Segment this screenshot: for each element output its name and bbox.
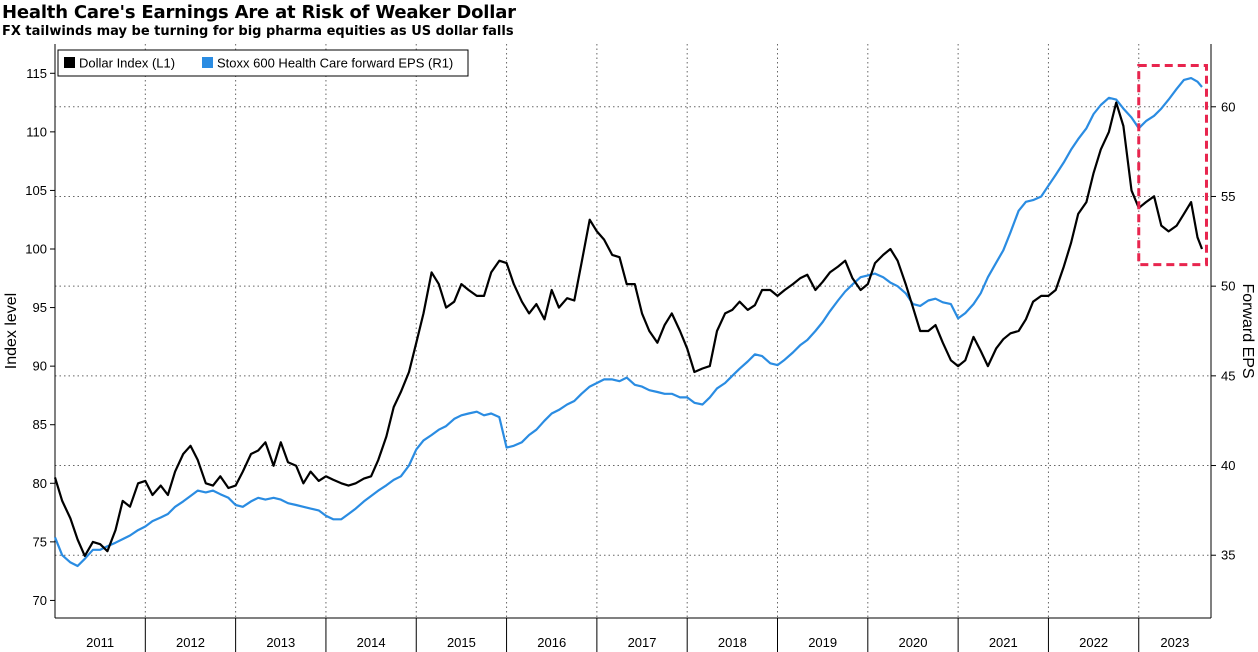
highlight-rect: [1137, 64, 1208, 267]
forward-eps-line: [53, 77, 1203, 568]
legend-label: Dollar Index (L1): [79, 56, 175, 71]
left-tick-label: 100: [25, 242, 47, 257]
x-tick-label: 2017: [628, 635, 657, 650]
left-tick-label: 110: [26, 124, 47, 139]
right-tick-label: 55: [1221, 189, 1235, 204]
legend-box: [57, 49, 469, 77]
highlight-box: [1137, 64, 1208, 267]
left-tick-label: 70: [33, 593, 47, 608]
x-tick-label: 2019: [808, 635, 837, 650]
x-tick-label: 2012: [176, 635, 205, 650]
x-tick-label: 2018: [718, 635, 747, 650]
plot-frame: [54, 44, 1212, 619]
left-tick-label: 85: [33, 417, 47, 432]
legend-swatch: [64, 57, 75, 68]
x-tick-label: 2013: [266, 635, 295, 650]
legend: Dollar Index (L1) Stoxx 600 Health Care f…: [57, 49, 469, 77]
right-tick-label: 45: [1221, 368, 1235, 383]
x-tick-label: 2020: [899, 635, 928, 650]
right-y-axis: 35 40 45 50 55 60: [1211, 99, 1235, 563]
left-tick-label: 90: [33, 359, 47, 374]
grid-lines: [55, 44, 1211, 618]
left-y-axis: 70 75 80 85 90 95 100 105 110 115: [25, 66, 55, 608]
right-tick-label: 60: [1221, 99, 1235, 114]
x-tick-label: 2016: [537, 635, 566, 650]
x-tick-label: 2021: [989, 635, 1018, 650]
dollar-index-line: [53, 101, 1204, 557]
legend-swatch: [202, 57, 213, 68]
chart-title: Health Care's Earnings Are at Risk of We…: [2, 2, 516, 23]
x-axis: 2011 2012 2013 2014 2015 2016 2017 2018 2019 2020…: [86, 618, 1189, 652]
series-lines: [53, 77, 1204, 568]
x-tick-label: 2022: [1079, 635, 1108, 650]
left-tick-label: 80: [33, 476, 47, 491]
right-tick-label: 35: [1221, 548, 1235, 563]
left-tick-label: 105: [25, 183, 47, 198]
right-tick-label: 40: [1221, 458, 1235, 473]
left-axis-label: Index level: [3, 293, 20, 370]
legend-label: Stoxx 600 Health Care forward EPS (R1): [217, 56, 453, 71]
left-tick-label: 95: [33, 300, 47, 315]
x-tick-label: 2014: [357, 635, 386, 650]
right-tick-label: 50: [1221, 279, 1235, 294]
left-tick-label: 75: [33, 534, 47, 549]
x-tick-label: 2023: [1160, 635, 1189, 650]
x-tick-label: 2011: [86, 635, 114, 650]
chart-subtitle: FX tailwinds may be turning for big phar…: [2, 24, 514, 39]
x-tick-label: 2015: [447, 635, 476, 650]
left-tick-label: 115: [26, 66, 47, 81]
right-axis-label: Forward EPS: [1239, 283, 1256, 378]
